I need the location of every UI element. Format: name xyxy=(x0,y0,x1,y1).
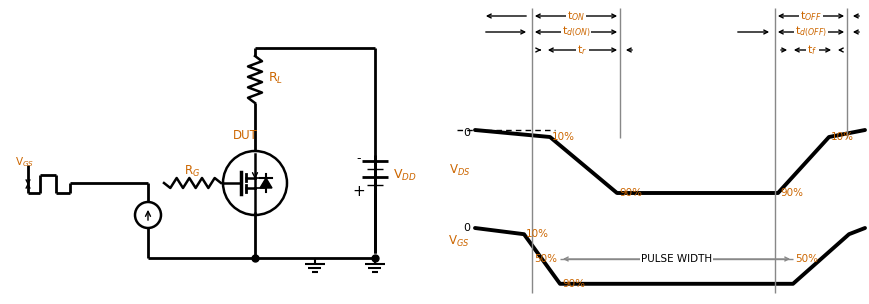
Text: +: + xyxy=(352,184,365,199)
Text: t$_{ON}$: t$_{ON}$ xyxy=(567,9,585,23)
Text: t$_{d(ON)}$: t$_{d(ON)}$ xyxy=(561,25,590,39)
Text: DUT: DUT xyxy=(232,129,257,142)
Text: 0: 0 xyxy=(462,128,469,138)
Text: 10%: 10% xyxy=(526,229,548,239)
Text: -: - xyxy=(356,153,361,165)
Text: V$_{DD}$: V$_{DD}$ xyxy=(393,168,416,182)
Text: 90%: 90% xyxy=(618,188,641,198)
Text: 50%: 50% xyxy=(534,254,556,264)
Text: V$_{GS}$: V$_{GS}$ xyxy=(16,155,35,169)
Text: t$_{OFF}$: t$_{OFF}$ xyxy=(799,9,821,23)
Text: 90%: 90% xyxy=(561,279,584,289)
Text: t$_{d(OFF)}$: t$_{d(OFF)}$ xyxy=(794,25,826,39)
Text: 0: 0 xyxy=(462,223,469,233)
Text: R$_L$: R$_L$ xyxy=(268,71,282,85)
Text: 90%: 90% xyxy=(779,188,802,198)
Text: PULSE WIDTH: PULSE WIDTH xyxy=(640,254,711,264)
Polygon shape xyxy=(260,178,272,188)
Text: 10%: 10% xyxy=(830,132,853,142)
Text: V$_{GS}$: V$_{GS}$ xyxy=(448,233,469,249)
Text: t$_f$: t$_f$ xyxy=(806,43,817,57)
Text: t$_r$: t$_r$ xyxy=(577,43,587,57)
Text: 10%: 10% xyxy=(551,132,574,142)
Text: V$_{DS}$: V$_{DS}$ xyxy=(448,162,469,178)
Text: R$_G$: R$_G$ xyxy=(184,164,201,178)
Text: 50%: 50% xyxy=(794,254,817,264)
